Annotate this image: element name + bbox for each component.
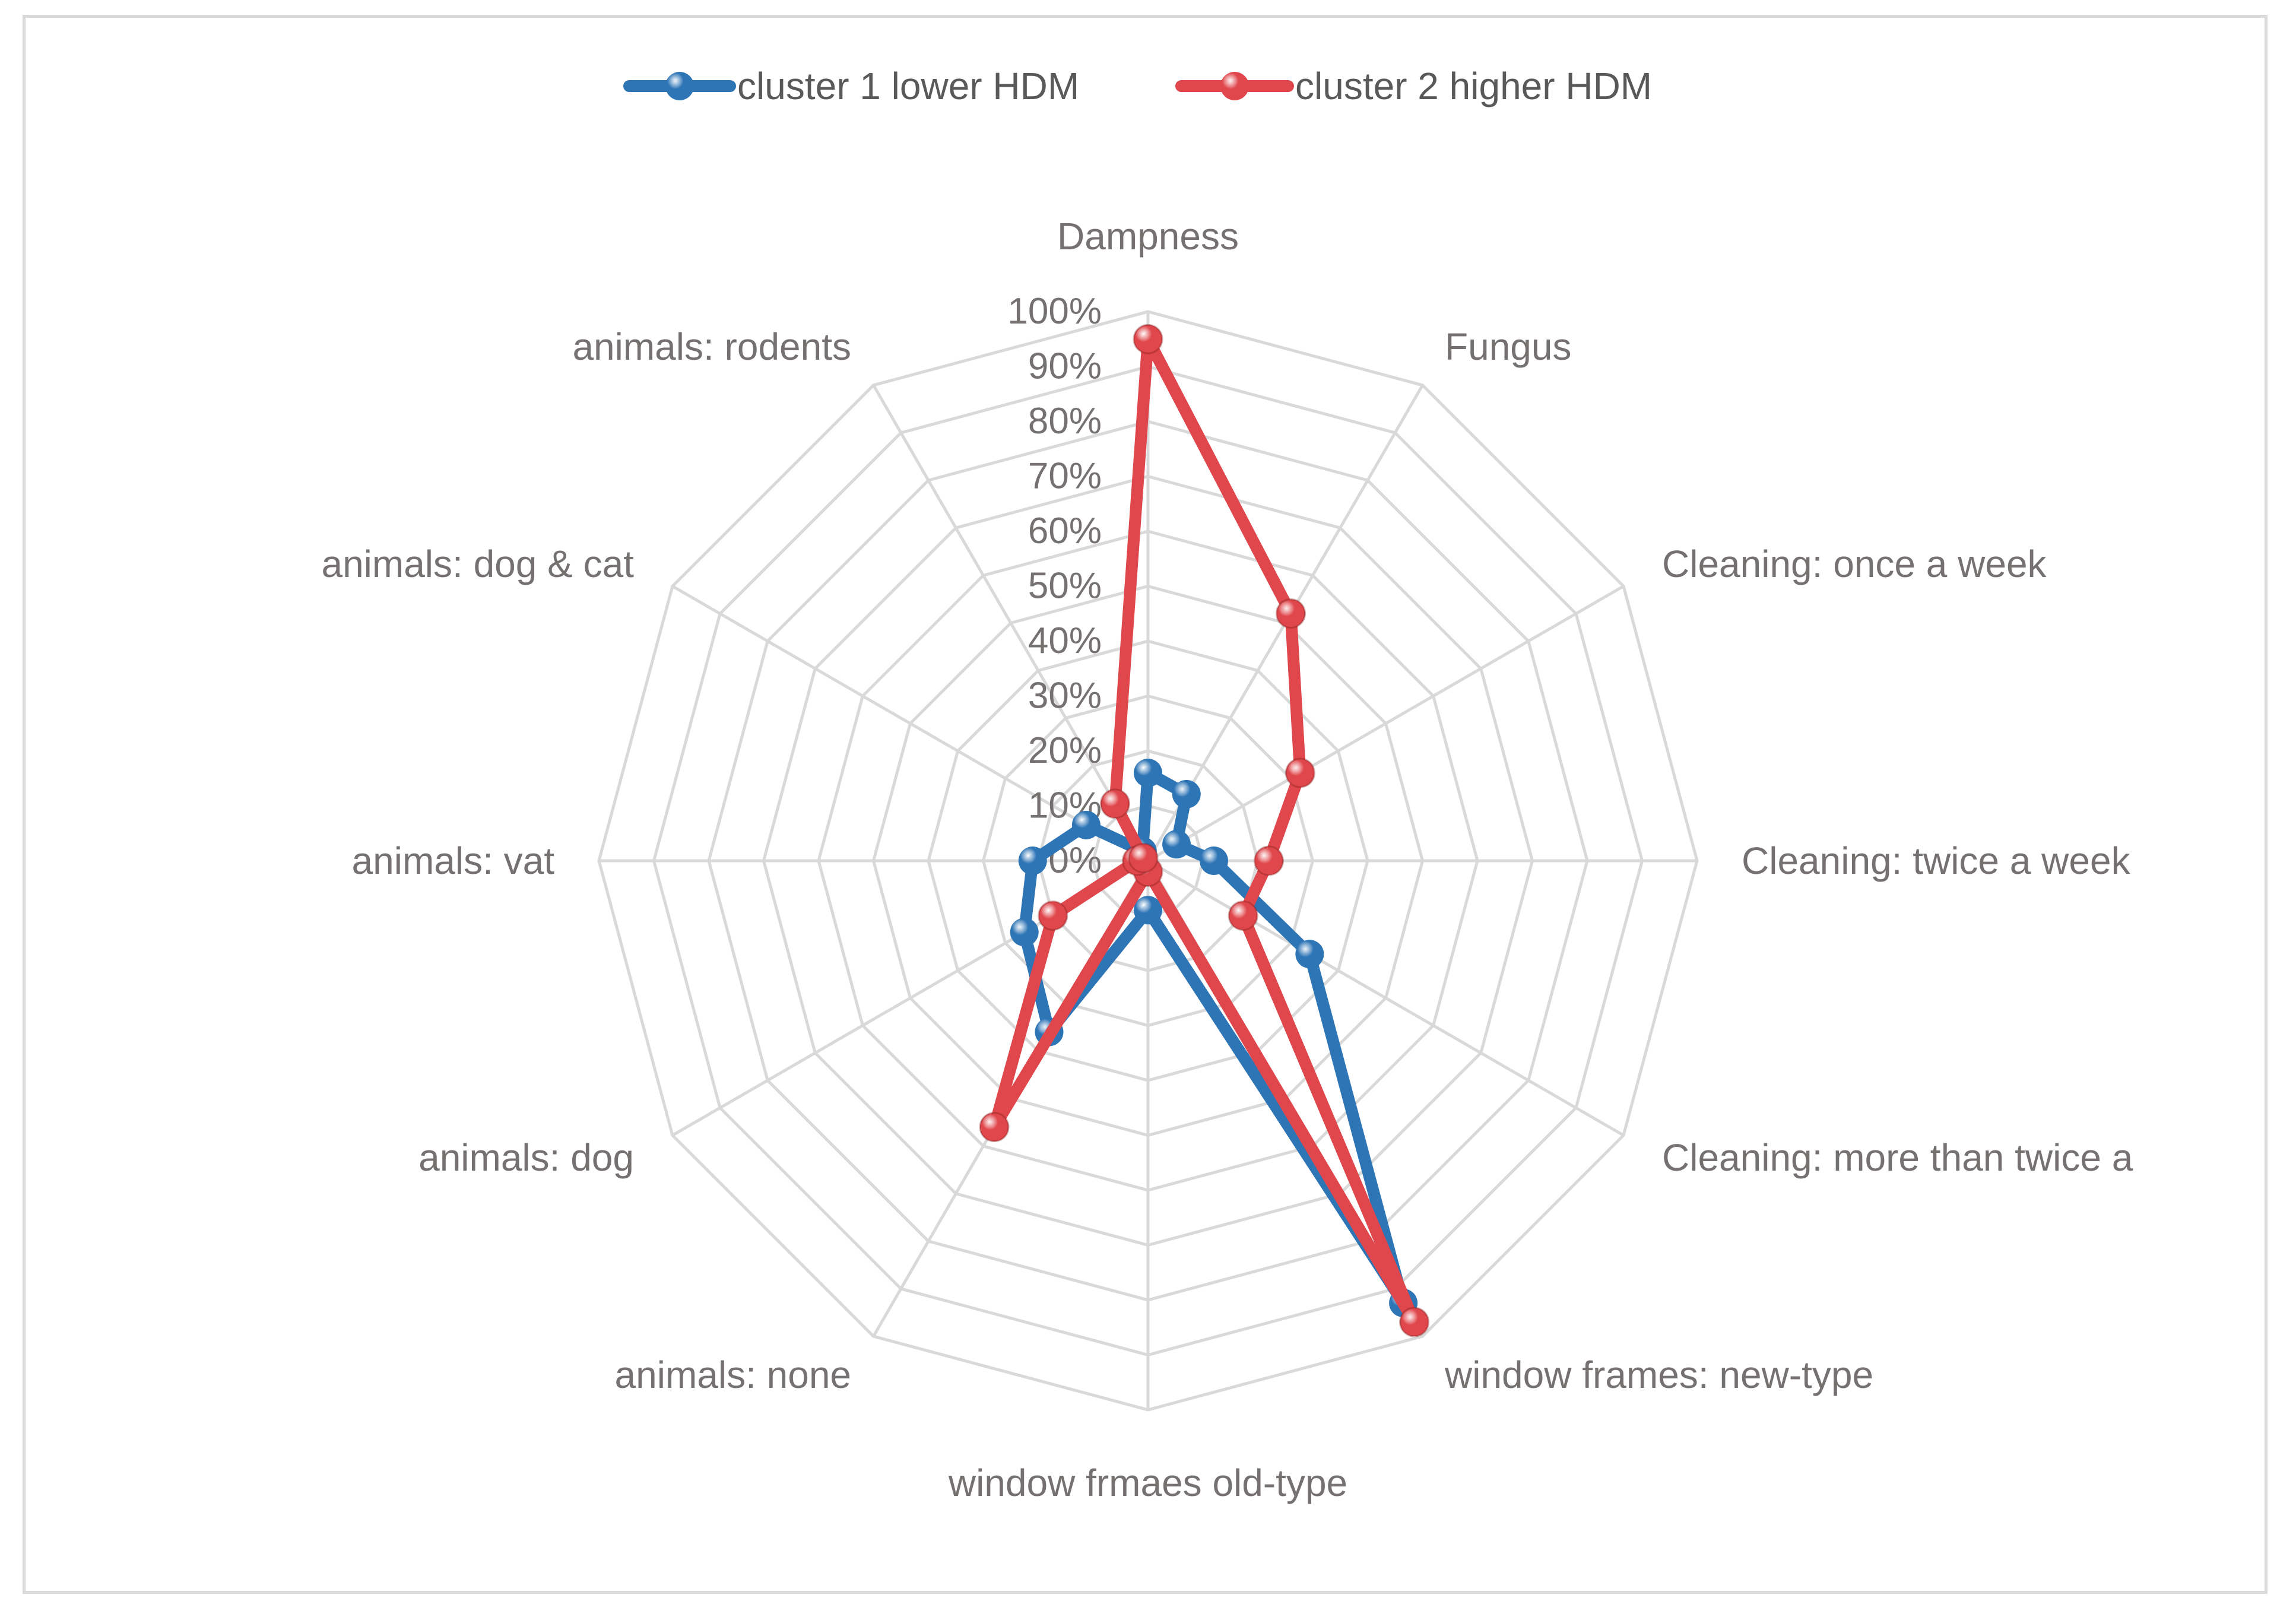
category-label: animals: dog: [418, 1136, 634, 1179]
category-label: animals: none: [615, 1353, 851, 1396]
category-label: window frmaes old-type: [948, 1462, 1347, 1504]
tick-label: 90%: [1028, 346, 1102, 387]
category-label: Fungus: [1445, 325, 1571, 368]
legend-marker: [1220, 72, 1249, 100]
data-point: [1295, 940, 1324, 969]
tick-label: 80%: [1028, 401, 1102, 442]
data-point: [1200, 847, 1228, 875]
data-point: [1010, 918, 1039, 947]
series-2: [979, 324, 1430, 1337]
tick-label: 50%: [1028, 566, 1102, 607]
data-point: [1254, 845, 1284, 876]
grid-spoke: [1147, 859, 1625, 1137]
series-layer: [979, 324, 1430, 1337]
category-label: Dampness: [1057, 215, 1239, 258]
data-point: [1134, 896, 1162, 925]
category-label: window frames: new-type: [1444, 1353, 1873, 1396]
category-label: animals: vat: [352, 839, 555, 882]
series-1: [1010, 759, 1418, 1317]
data-point: [979, 1112, 1010, 1143]
data-point: [1172, 779, 1201, 809]
grid-spoke: [872, 384, 1150, 862]
tick-label: 60%: [1028, 511, 1102, 551]
grid-spoke: [671, 585, 1149, 863]
category-label: Cleaning: once a week: [1662, 543, 2047, 585]
data-point: [1018, 847, 1047, 875]
data-point: [1128, 842, 1159, 873]
data-point: [1228, 901, 1258, 931]
data-point: [1285, 757, 1315, 788]
legend: cluster 1 lower HDM cluster 2 higher HDM: [623, 65, 1652, 107]
tick-label: 40%: [1028, 620, 1102, 661]
tick-labels: 0%10%20%30%40%50%60%70%80%90%100%: [1007, 291, 1102, 881]
data-point: [1100, 788, 1130, 819]
tick-label: 100%: [1007, 291, 1102, 332]
category-label: Cleaning: twice a week: [1742, 839, 2131, 882]
category-label: Cleaning: more than twice a: [1662, 1136, 2133, 1179]
data-point: [1071, 810, 1101, 839]
data-point: [1133, 324, 1163, 354]
tick-label: 70%: [1028, 456, 1102, 497]
grid-spoke: [1147, 585, 1625, 863]
data-point: [1134, 759, 1162, 787]
data-point: [1162, 830, 1191, 859]
category-labels: Dampness Fungus Cleaning: once a week Clean…: [321, 215, 2133, 1504]
category-label: animals: dog & cat: [321, 543, 634, 585]
data-point: [1399, 1307, 1430, 1337]
tick-label: 30%: [1028, 676, 1102, 717]
legend-item: cluster 2 higher HDM: [1175, 65, 1652, 107]
legend-marker: [665, 72, 694, 100]
category-label: animals: rodents: [572, 325, 851, 368]
data-point: [1276, 598, 1306, 629]
data-point: [1038, 901, 1068, 931]
legend-label: cluster 2 higher HDM: [1295, 65, 1652, 107]
legend-item: cluster 1 lower HDM: [623, 65, 1079, 107]
legend-label: cluster 1 lower HDM: [737, 65, 1079, 107]
tick-label: 20%: [1028, 730, 1102, 771]
